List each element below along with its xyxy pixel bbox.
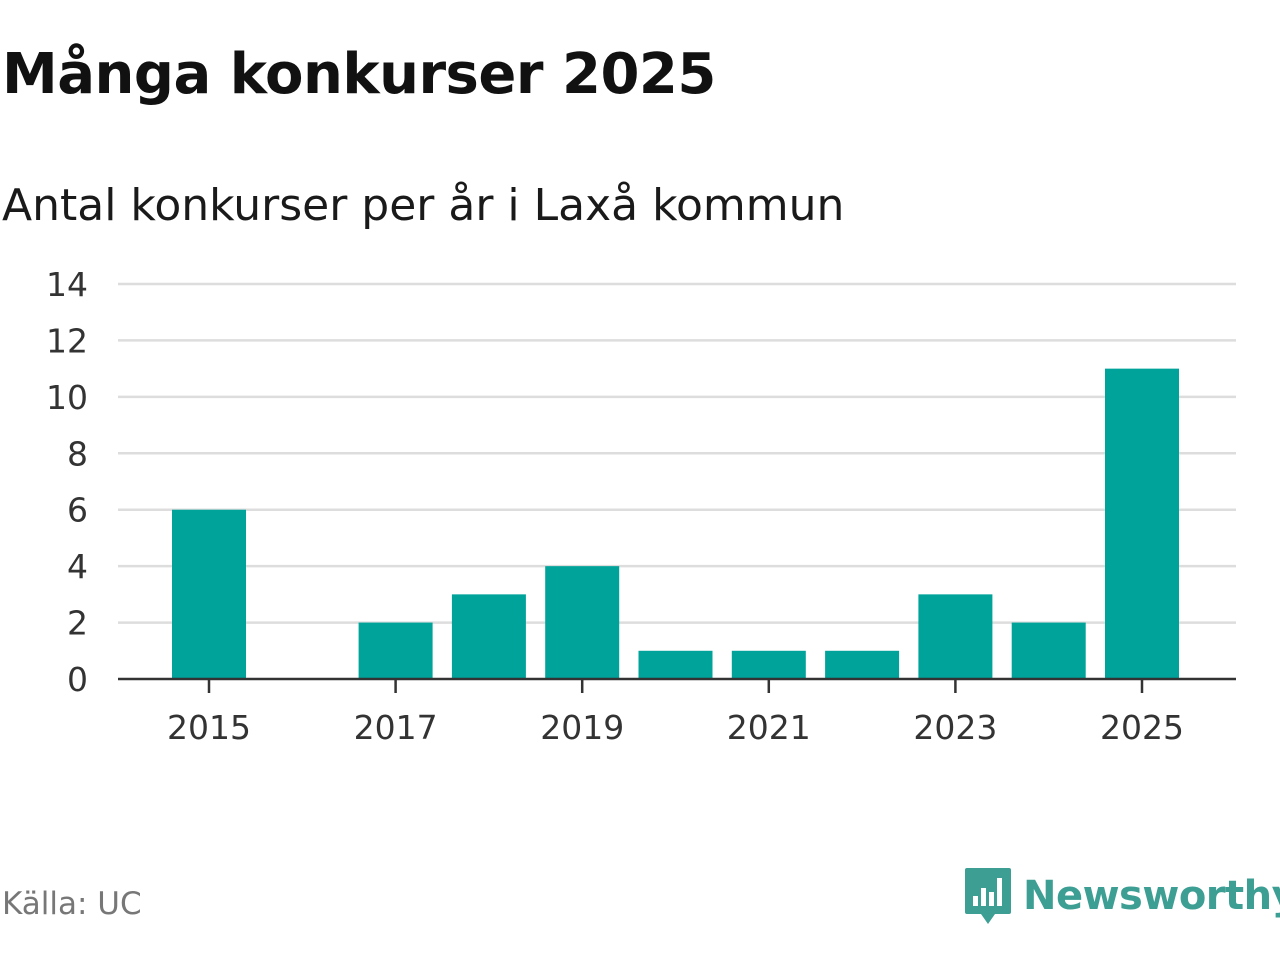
brand-logo: Newsworthy (963, 864, 1280, 928)
y-tick-label-10: 10 (46, 378, 88, 417)
bar-2023 (918, 594, 993, 679)
y-tick-label-4: 4 (67, 547, 88, 586)
bar-2017 (358, 622, 433, 679)
newsworthy-logo-icon (965, 868, 1011, 924)
x-tick-label-2025: 2025 (1100, 708, 1184, 747)
x-tick-label-2017: 2017 (354, 708, 438, 747)
y-tick-label-2: 2 (67, 604, 88, 643)
bar-2022 (825, 650, 900, 679)
chart-subtitle: Antal konkurser per år i Laxå kommun (2, 180, 845, 231)
y-tick-label-12: 12 (46, 321, 88, 360)
x-tick-label-2015: 2015 (167, 708, 251, 747)
y-tick-label-0: 0 (67, 660, 88, 699)
y-tick-label-8: 8 (67, 434, 88, 473)
x-tick-label-2021: 2021 (727, 708, 811, 747)
chart-title: Många konkurser 2025 (2, 42, 716, 107)
bar-2018 (451, 594, 526, 679)
y-tick-label-6: 6 (67, 491, 88, 530)
source-note: Källa: UC (2, 886, 142, 922)
bar-2024 (1011, 622, 1086, 679)
x-tick-label-2023: 2023 (913, 708, 997, 747)
y-tick-label-14: 14 (46, 265, 88, 304)
brand-name: Newsworthy (1023, 873, 1280, 919)
bar-2025 (1105, 368, 1179, 679)
bar-2021 (731, 650, 806, 679)
bar-2020 (638, 650, 713, 679)
bar-2019 (545, 566, 620, 679)
bar-2015 (172, 509, 246, 679)
x-tick-label-2019: 2019 (540, 708, 624, 747)
